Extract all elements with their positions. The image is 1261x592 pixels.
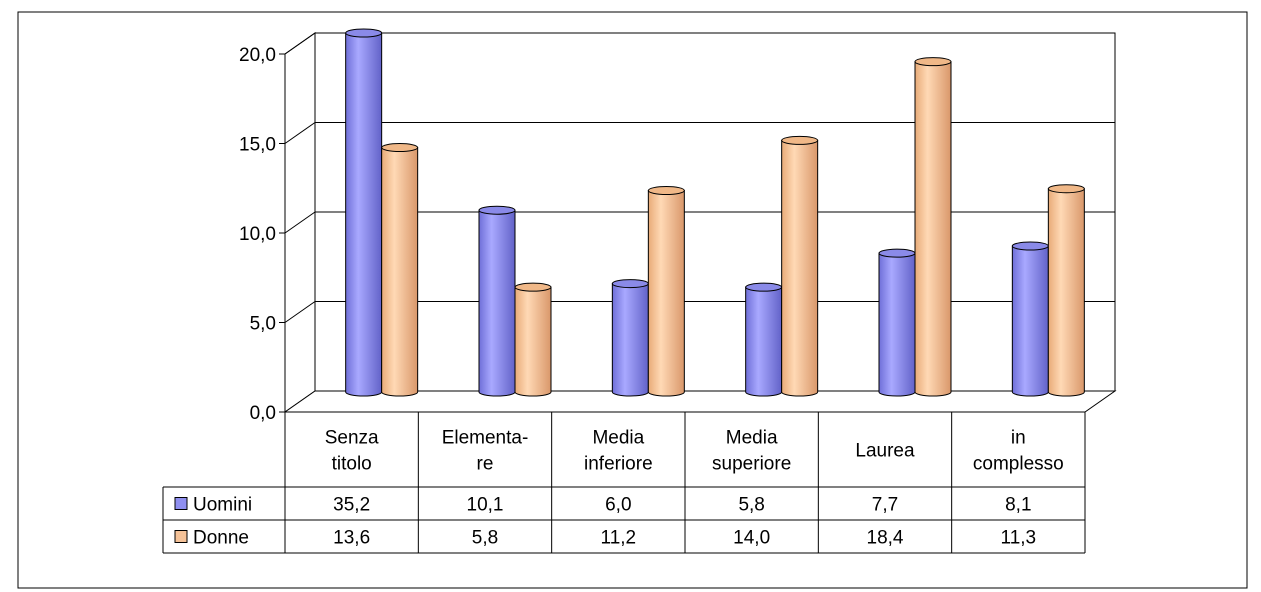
- bar-top-uomini: [611, 279, 649, 289]
- gridline-side: [284, 122, 316, 144]
- category-label: Media: [592, 428, 644, 449]
- bar-top-donne: [514, 282, 552, 292]
- bar-donne: [914, 61, 952, 397]
- gridline-side: [284, 301, 316, 323]
- category-label: titolo: [332, 454, 372, 475]
- data-cell: 10,1: [467, 495, 504, 516]
- category-label: Senza: [325, 428, 379, 449]
- data-cell: 6,0: [605, 495, 631, 516]
- legend-key-donne: [174, 530, 188, 543]
- gridline-side: [284, 32, 316, 55]
- data-cell: 18,4: [867, 528, 904, 549]
- y-tick-label: 0,0: [250, 403, 276, 424]
- data-cell: 5,8: [738, 495, 764, 516]
- category-label: Media: [726, 428, 778, 449]
- data-cell: 13,6: [333, 528, 370, 549]
- legend-key-uomini: [174, 497, 188, 510]
- bar-donne: [514, 286, 552, 397]
- bar-top-donne: [781, 135, 819, 145]
- data-cell: 7,7: [872, 495, 898, 516]
- category-label: complesso: [973, 454, 1064, 475]
- bar-uomini: [345, 32, 383, 397]
- data-cell: 35,2: [333, 495, 370, 516]
- bar-uomini: [478, 209, 516, 397]
- outer-border: [17, 11, 1248, 589]
- bar-top-uomini: [345, 28, 383, 38]
- y-tick-label: 20,0: [239, 45, 276, 66]
- series-name: Uomini: [193, 495, 252, 516]
- data-cell: 8,1: [1005, 495, 1031, 516]
- plot-area: 0,0 5,0 10,0 15,0 20,0: [239, 28, 1117, 424]
- bar-top-uomini: [478, 205, 516, 215]
- bar-uomini: [1011, 245, 1049, 397]
- bar-top-donne: [647, 186, 685, 196]
- bar-donne: [381, 147, 419, 397]
- category-label: in: [1011, 428, 1026, 449]
- bar-uomini: [611, 283, 649, 397]
- bar-top-uomini: [1011, 241, 1049, 251]
- y-tick-label: 10,0: [239, 224, 276, 245]
- bar-uomini: [878, 252, 916, 397]
- bar-top-donne: [381, 143, 419, 153]
- bar-top-donne: [1047, 184, 1085, 194]
- category-label: Laurea: [855, 441, 915, 462]
- gridline-side: [284, 211, 316, 234]
- bar-uomini: [745, 286, 783, 397]
- category-label: inferiore: [584, 454, 653, 475]
- y-tick-label: 5,0: [250, 314, 276, 335]
- category-label: Elementa-: [442, 428, 529, 449]
- bar-top-donne: [914, 57, 952, 67]
- category-label: superiore: [712, 454, 791, 475]
- category-label: re: [477, 454, 494, 475]
- data-cell: 11,3: [1001, 528, 1037, 549]
- bar-donne: [781, 139, 819, 397]
- bar-top-uomini: [745, 282, 783, 292]
- data-cell: 11,2: [601, 528, 637, 549]
- y-tick-label: 15,0: [239, 135, 276, 156]
- data-cell: 14,0: [733, 528, 770, 549]
- bar-donne: [1047, 188, 1085, 397]
- bar-donne: [647, 190, 685, 397]
- bar-top-uomini: [878, 248, 916, 258]
- data-table: Senza titolo Elementa-re Media inferiore Medi…: [162, 412, 1086, 554]
- series-name: Donne: [193, 528, 249, 549]
- data-cell: 5,8: [472, 528, 498, 549]
